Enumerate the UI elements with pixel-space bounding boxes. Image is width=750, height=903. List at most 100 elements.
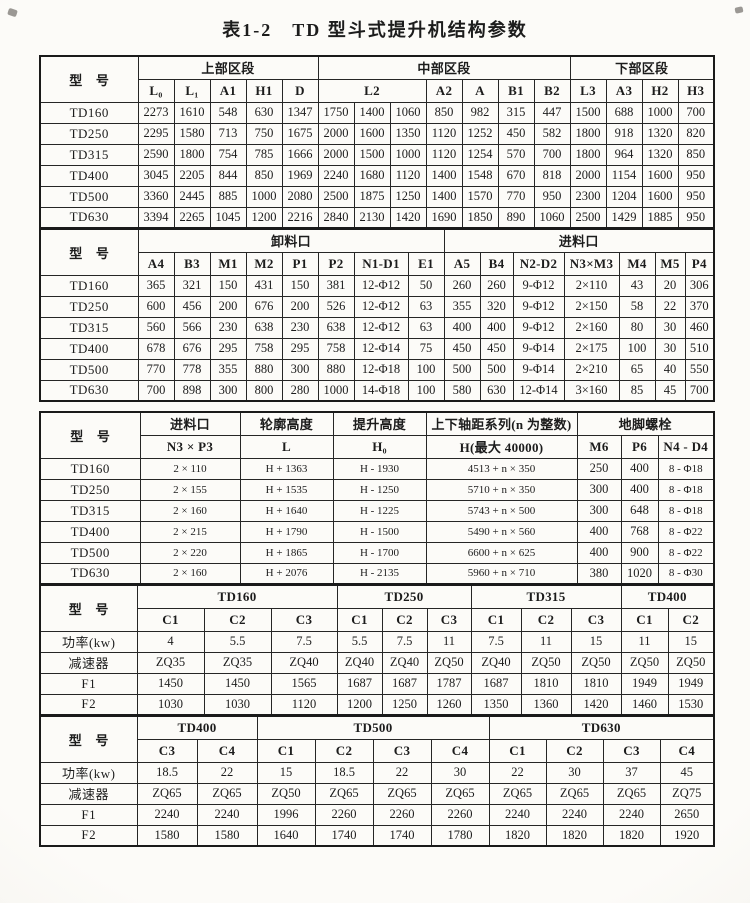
value-cell: 820	[677, 122, 715, 145]
column-header: L	[239, 434, 334, 459]
row-label: TD630	[39, 206, 139, 229]
value-cell: 1949	[620, 672, 669, 695]
value-cell: 700	[533, 143, 571, 166]
value-cell: 890	[497, 206, 535, 229]
value-cell: 1030	[203, 693, 272, 716]
column-header: C3	[270, 607, 338, 632]
value-cell: 1045	[209, 206, 247, 229]
column-header: A4	[137, 251, 175, 276]
column-header: L₀	[137, 78, 175, 103]
value-cell: 7.5	[470, 630, 522, 653]
value-cell: ZQ50	[667, 651, 715, 674]
value-cell: 12-Φ12	[353, 274, 409, 297]
value-cell: 2 × 160	[139, 562, 241, 585]
value-cell: 1690	[425, 206, 463, 229]
value-cell: 150	[209, 274, 247, 297]
value-cell: 450	[443, 337, 481, 360]
column-header: M6	[576, 434, 622, 459]
column-header: N2-D2	[512, 251, 565, 276]
value-cell: 700	[677, 101, 715, 124]
column-header: C3	[602, 738, 661, 763]
column-header: TD400	[620, 584, 715, 609]
value-cell: 580	[443, 379, 481, 402]
value-cell: 2240	[317, 164, 355, 187]
value-cell: 1350	[470, 693, 522, 716]
value-cell: H - 1700	[332, 541, 427, 564]
value-cell: 1250	[381, 693, 428, 716]
value-cell: 1600	[353, 122, 391, 145]
value-cell: 844	[209, 164, 247, 187]
value-cell: 1350	[389, 122, 427, 145]
column-header: H3	[677, 78, 715, 103]
header-row: 型 号上部区段 中部区段 下部区段	[39, 55, 715, 103]
column-header: M2	[245, 251, 283, 276]
value-cell: 1000	[389, 143, 427, 166]
value-cell: 2500	[569, 206, 607, 229]
value-cell: 1020	[620, 562, 659, 585]
value-cell: 1252	[461, 122, 499, 145]
value-cell: 400	[620, 457, 659, 480]
column-header: TD500	[256, 715, 490, 740]
value-cell: 400	[620, 478, 659, 501]
value-cell: 11	[520, 630, 572, 653]
value-cell: ZQ65	[136, 782, 198, 805]
row-label: F2	[39, 693, 138, 716]
value-cell: 2216	[281, 206, 319, 229]
value-cell: 964	[605, 143, 643, 166]
value-cell: 40	[654, 358, 686, 381]
value-cell: 280	[281, 379, 319, 402]
value-cell: 380	[576, 562, 622, 585]
value-cell: 7.5	[270, 630, 338, 653]
value-cell: 20	[654, 274, 686, 297]
value-cell: 785	[245, 143, 283, 166]
column-header: C1	[256, 738, 316, 763]
column-header: N3×M3	[563, 251, 620, 276]
value-cell: 2130	[353, 206, 391, 229]
table-row: TD400 3045 2205 844 850 1969 2240 1680 1120 1400 1…	[39, 164, 715, 187]
value-cell: 1450	[203, 672, 272, 695]
value-cell: ZQ65	[430, 782, 490, 805]
value-cell: 1500	[353, 143, 391, 166]
value-cell: 1120	[425, 143, 463, 166]
column-header: A1	[209, 78, 247, 103]
value-cell: 450	[497, 122, 535, 145]
value-cell: 8 - Φ18	[657, 478, 715, 501]
value-cell: 18.5	[136, 761, 198, 784]
value-cell: 5743 + n × 500	[425, 499, 578, 522]
value-cell: 1120	[425, 122, 463, 145]
value-cell: 570	[497, 143, 535, 166]
value-cell: 2265	[173, 206, 211, 229]
value-cell: 300	[576, 499, 622, 522]
column-header: C3	[372, 738, 432, 763]
column-header: H(最大 40000)	[425, 434, 578, 459]
table-row: TD630 2 × 160 H + 2076 H - 2135 5960 + n × 7…	[39, 562, 715, 585]
value-cell: 22	[372, 761, 432, 784]
value-cell: 200	[209, 295, 247, 318]
row-label: TD160	[39, 274, 139, 297]
value-cell: 2000	[569, 164, 607, 187]
column-header: 上部区段	[137, 55, 319, 80]
column-header: C1	[336, 607, 383, 632]
value-cell: 1820	[488, 824, 547, 847]
value-cell: 850	[425, 101, 463, 124]
value-cell: 3×160	[563, 379, 620, 402]
value-cell: 600	[137, 295, 175, 318]
value-cell: 295	[281, 337, 319, 360]
row-label: 减速器	[39, 782, 138, 805]
value-cell: 400	[443, 316, 481, 339]
value-cell: 670	[497, 164, 535, 187]
value-cell: 45	[659, 761, 715, 784]
column-header: P6	[620, 434, 659, 459]
column-header: L2	[317, 78, 427, 103]
column-header: C1	[136, 607, 205, 632]
value-cell: 676	[245, 295, 283, 318]
header-row: C3 C4 C1 C2 C3 C4 C1 C2 C3 C4	[40, 738, 715, 763]
value-cell: 1687	[470, 672, 522, 695]
value-cell: 1800	[173, 143, 211, 166]
value-cell: 2000	[317, 143, 355, 166]
header-row: A4 B3 M1 M2 P1 P2 N1-D1 E1 A5 B4 N2-D2 N3×M3 M4 M5 P4	[40, 251, 715, 276]
value-cell: 5960 + n × 710	[425, 562, 578, 585]
value-cell: 30	[654, 316, 686, 339]
table-row: TD315 560 566 230 638 230 638 12-Φ12 63 400 400 9-Φ…	[39, 316, 715, 339]
value-cell: 12-Φ14	[353, 337, 409, 360]
